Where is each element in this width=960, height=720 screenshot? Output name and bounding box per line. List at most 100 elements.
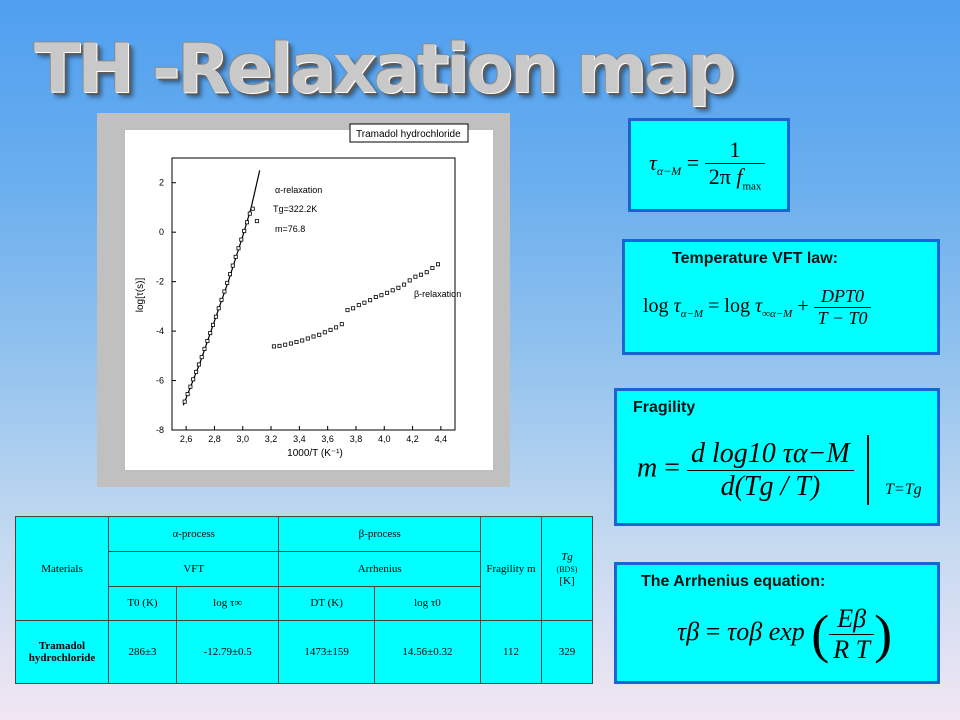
alpha-point <box>208 331 213 336</box>
beta-point <box>345 308 350 313</box>
header-fragility: Fragility m <box>480 515 542 622</box>
fragility-label: m=76.8 <box>275 224 305 234</box>
beta-point <box>424 270 429 275</box>
beta-point <box>430 265 435 270</box>
fragility-fraction: d log10 τα−M d(Tg / T) <box>687 438 854 503</box>
right-paren: ) <box>874 604 893 664</box>
arrhenius-fraction: Eβ R T <box>829 604 875 665</box>
x-tick-label: 3,0 <box>236 434 249 444</box>
left-paren: ( <box>811 604 830 664</box>
header-materials: Materials <box>15 515 109 622</box>
tau-numerator: 1 <box>704 137 766 164</box>
x-tick-label: 4,4 <box>435 434 448 444</box>
tau-denominator-f: f <box>736 164 743 189</box>
header-dt: DT (K) <box>278 585 375 622</box>
cell-m: 112 <box>480 620 542 684</box>
vft-label: Temperature VFT law: <box>672 250 838 267</box>
x-tick-label: 2,8 <box>208 434 221 444</box>
header-log-tau0: log τ0 <box>373 585 482 622</box>
alpha-point <box>194 369 199 374</box>
fragility-condition: T=Tg <box>885 481 922 498</box>
beta-point <box>356 303 361 308</box>
x-tick-label: 4,0 <box>378 434 391 444</box>
vft-log1: log <box>643 295 669 318</box>
vft-numerator: DPT0 <box>813 286 872 308</box>
plot-frame <box>171 157 456 431</box>
alpha-point <box>247 211 252 216</box>
vft-sub1: α−M <box>680 308 704 321</box>
cell-log-tau0: 14.56±0.32 <box>373 620 482 684</box>
beta-point <box>271 344 276 349</box>
arrhenius-lhs: τβ <box>677 616 700 646</box>
beta-point <box>379 293 384 298</box>
arrhenius-label: The Arrhenius equation: <box>641 573 826 590</box>
vft-box: Temperature VFT law: log τα−M = log τ∞α−… <box>622 239 940 355</box>
header-tg-symbol: Tg <box>561 550 573 563</box>
beta-point <box>418 272 423 277</box>
relaxation-map-panel: Tramadol hydrochloride 2,6 2,8 3,0 3,2 3,4 3,… <box>97 113 510 487</box>
fragility-equals: = <box>664 452 681 484</box>
tau-symbol: τ <box>649 149 657 175</box>
x-tick-label: 3,4 <box>293 434 306 444</box>
beta-point <box>288 341 293 346</box>
beta-point <box>373 294 378 299</box>
plot-background <box>125 130 493 470</box>
alpha-point <box>250 206 255 211</box>
alpha-point <box>254 219 259 224</box>
arrhenius-box: The Arrhenius equation: τβ = τoβ exp ( E… <box>614 562 940 684</box>
arrhenius-denominator: R T <box>833 634 871 664</box>
cell-t0: 286±3 <box>108 620 177 684</box>
vft-denominator: T − T0 <box>817 308 868 328</box>
x-tick-label: 3,8 <box>350 434 363 444</box>
beta-point <box>283 342 288 347</box>
header-tg: Tg (BDS) [K] <box>541 515 593 622</box>
x-axis-label: 1000/T (K⁻¹) <box>287 448 343 459</box>
alpha-point <box>205 338 210 343</box>
alpha-point <box>199 355 204 360</box>
beta-point <box>277 343 282 348</box>
beta-point <box>396 285 401 290</box>
arrhenius-numerator: Eβ <box>829 604 875 635</box>
cell-tg: 329 <box>541 620 593 684</box>
alpha-point <box>188 384 193 389</box>
tau-equation: τα−M = 1 2π fmax <box>649 137 766 193</box>
fragility-equation: m = d log10 τα−M d(Tg / T) <box>637 435 869 505</box>
alpha-point <box>182 399 187 404</box>
alpha-relaxation-label: α-relaxation <box>275 185 322 195</box>
alpha-point <box>225 280 230 285</box>
relaxation-map-chart: Tramadol hydrochloride 2,6 2,8 3,0 3,2 3,4 3,… <box>125 123 493 470</box>
alpha-point <box>191 377 196 382</box>
arrhenius-equals: = <box>705 616 721 646</box>
y-tick-label: -4 <box>156 326 164 336</box>
alpha-point <box>213 314 218 319</box>
vft-plus: + <box>797 295 809 318</box>
alpha-point <box>222 289 227 294</box>
parameters-table: Materials α-process β-process Fragility … <box>15 515 593 684</box>
beta-point <box>385 290 390 295</box>
beta-point <box>390 288 395 293</box>
beta-point <box>413 274 418 279</box>
cell-log-tau-inf: -12.79±0.5 <box>175 620 280 684</box>
fragility-denominator: d(Tg / T) <box>720 470 821 502</box>
beta-point <box>351 306 356 311</box>
beta-point <box>294 339 299 344</box>
x-tick-label: 2,6 <box>180 434 193 444</box>
cell-material: Tramadol hydrochloride <box>15 620 109 684</box>
header-arrhenius: Arrhenius <box>278 550 481 587</box>
alpha-point <box>196 362 201 367</box>
vft-sub2: ∞α−M <box>762 308 793 321</box>
alpha-point <box>233 254 238 259</box>
alpha-point <box>227 272 232 277</box>
x-tick-label: 3,2 <box>265 434 278 444</box>
tau-denominator-sub: max <box>742 180 762 193</box>
alpha-point <box>185 392 190 397</box>
beta-point <box>435 262 440 267</box>
vft-equals: = <box>708 295 720 318</box>
tau-fraction: 1 2π fmax <box>704 137 766 193</box>
slide-title: TH -Relaxation map <box>34 30 736 109</box>
evaluation-bar <box>866 435 869 505</box>
y-axis-label: log[τ(s)] <box>135 278 146 313</box>
header-log-tau-inf: log τ∞ <box>175 585 280 622</box>
beta-point <box>328 327 333 332</box>
arrhenius-prefactor: τoβ exp <box>726 616 805 646</box>
